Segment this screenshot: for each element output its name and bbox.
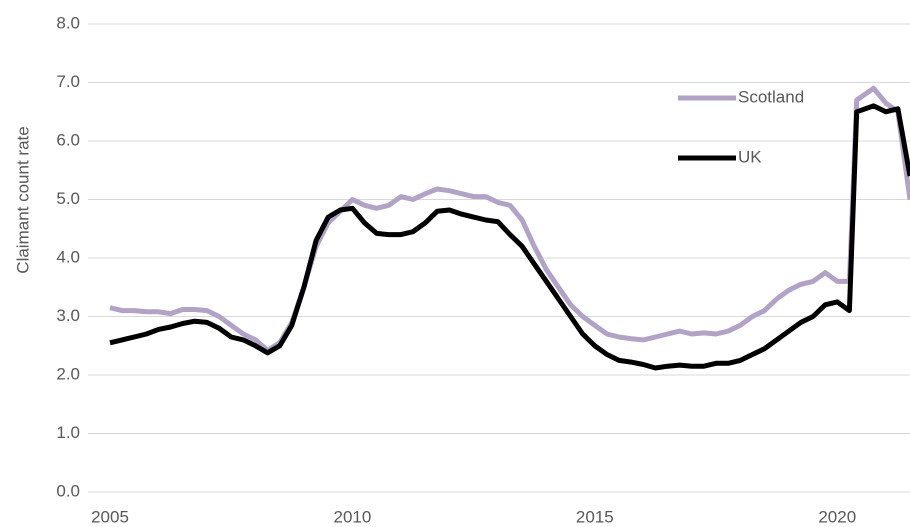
- y-tick-label: 7.0: [56, 72, 80, 91]
- legend-label: Scotland: [738, 87, 804, 106]
- series-line: [109, 103, 910, 371]
- x-tick-label: 2020: [818, 507, 856, 526]
- y-axis-label: Claimant count rate: [13, 126, 32, 273]
- y-tick-label: 1.0: [56, 423, 80, 442]
- legend-label: UK: [738, 147, 762, 166]
- y-tick-label: 3.0: [56, 306, 80, 325]
- y-tick-label: 6.0: [56, 130, 80, 149]
- y-tick-label: 4.0: [56, 247, 80, 266]
- x-tick-label: 2005: [91, 507, 129, 526]
- x-tick-label: 2010: [334, 507, 372, 526]
- y-tick-label: 8.0: [56, 13, 80, 32]
- y-tick-label: 0.0: [56, 481, 80, 500]
- x-tick-label: 2015: [576, 507, 614, 526]
- y-tick-label: 5.0: [56, 189, 80, 208]
- series-line: [109, 85, 910, 353]
- y-tick-label: 2.0: [56, 364, 80, 383]
